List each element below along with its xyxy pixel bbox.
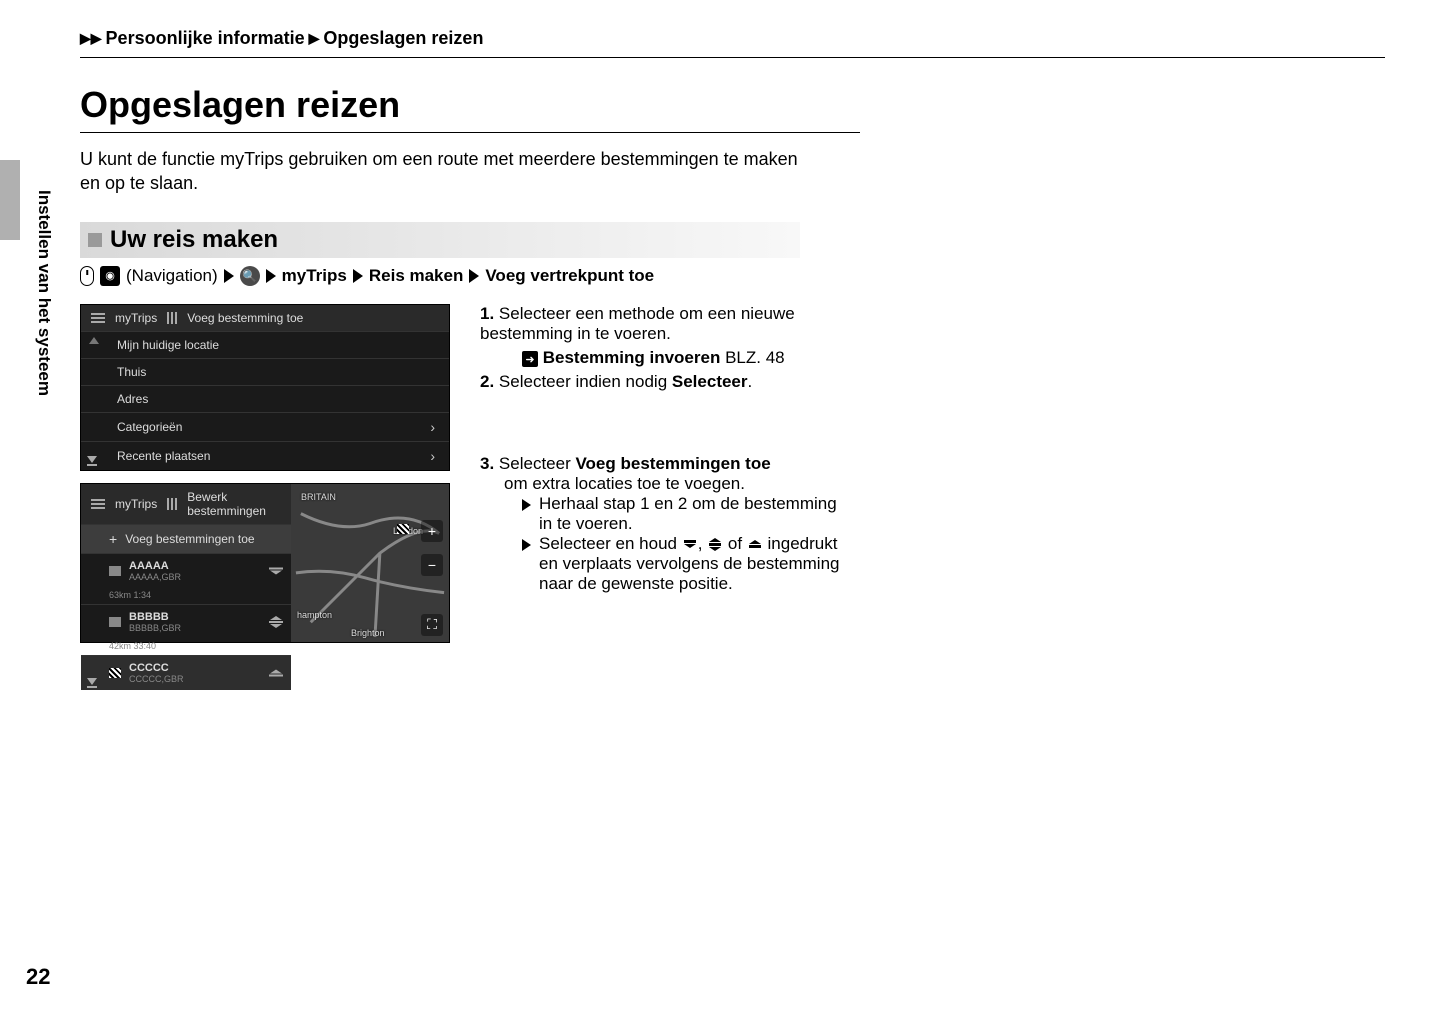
navigation-path: ◉ (Navigation) 🔍 myTrips Reis maken Voeg… <box>80 266 1385 286</box>
scroll-down-icon[interactable] <box>87 678 97 688</box>
ss-title: myTrips <box>115 311 157 325</box>
instruction-link: ➜ Bestemming invoeren BLZ. 48 <box>522 348 840 368</box>
chevron-right-icon: › <box>430 419 435 435</box>
instruction-step: 2. Selecteer indien nodig Selecteer. <box>480 372 840 392</box>
nav-step: myTrips <box>282 266 347 286</box>
map-preview[interactable]: BRITAIN London Brighton hampton + − ⛶ <box>291 484 449 642</box>
mouse-icon <box>80 266 94 286</box>
chevron-right-icon: › <box>430 448 435 464</box>
flag-icon <box>109 617 121 627</box>
triangle-icon <box>266 269 276 283</box>
triangle-icon <box>353 269 363 283</box>
instruction-substep: Herhaal stap 1 en 2 om de bestemming in … <box>522 494 840 534</box>
nav-step: Reis maken <box>369 266 464 286</box>
nav-step: Voeg vertrekpunt toe <box>485 266 654 286</box>
destination-meta: 42km 33:40 <box>81 639 291 655</box>
bars-icon <box>167 312 177 324</box>
side-tab <box>0 160 20 240</box>
list-item[interactable]: Recente plaatsen› <box>81 441 449 470</box>
breadcrumb-item: Persoonlijke informatie <box>106 28 305 49</box>
screenshot-edit-destinations: myTrips Bewerk bestemmingen + Voeg beste… <box>80 483 450 643</box>
fullscreen-button[interactable]: ⛶ <box>421 614 443 636</box>
triangle-icon <box>469 269 479 283</box>
add-destination-row[interactable]: + Voeg bestemmingen toe <box>81 524 291 553</box>
menu-icon[interactable] <box>91 313 105 323</box>
destination-meta: 63km 1:34 <box>81 588 291 604</box>
list-item[interactable]: Categorieën› <box>81 412 449 441</box>
page-number: 22 <box>26 964 50 990</box>
map-label: BRITAIN <box>301 492 336 502</box>
search-icon: 🔍 <box>240 266 260 286</box>
list-item[interactable]: Mijn huidige locatie <box>81 331 449 358</box>
section-heading-text: Uw reis maken <box>110 226 278 254</box>
instruction-substep: Selecteer en houd , of ingedrukt en verp… <box>522 534 840 594</box>
bars-icon <box>167 498 177 510</box>
drag-handle-icon[interactable] <box>269 567 283 574</box>
ss-subtitle: Bewerk bestemmingen <box>187 490 281 518</box>
breadcrumb: ▶▶ Persoonlijke informatie ▶ Opgeslagen … <box>80 28 1385 49</box>
nav-label: (Navigation) <box>126 266 218 286</box>
divider <box>80 57 1385 58</box>
section-heading: Uw reis maken <box>80 222 800 258</box>
zoom-in-button[interactable]: + <box>421 520 443 542</box>
page-title: Opgeslagen reizen <box>80 84 860 133</box>
map-label: Brighton <box>351 628 385 638</box>
destination-row[interactable]: BBBBBBBBBB,GBR <box>81 604 291 639</box>
side-section-label: Instellen van het systeem <box>34 190 54 396</box>
triangle-icon <box>224 269 234 283</box>
ss-title: myTrips <box>115 497 157 511</box>
drag-handle-icon[interactable] <box>269 669 283 676</box>
ss-header: myTrips Bewerk bestemmingen <box>81 484 291 524</box>
drag-handle-icon[interactable] <box>269 616 283 628</box>
square-bullet-icon <box>88 233 102 247</box>
plus-icon: + <box>109 531 117 547</box>
ss-header: myTrips Voeg bestemming toe <box>81 305 449 331</box>
destination-row[interactable]: CCCCCCCCCC,GBR <box>81 655 291 690</box>
zoom-out-button[interactable]: − <box>421 554 443 576</box>
checkered-flag-icon <box>109 668 121 678</box>
link-arrow-icon: ➜ <box>522 351 538 367</box>
triangle-icon <box>522 539 531 551</box>
triangle-icon <box>522 499 531 511</box>
drag-down-icon <box>684 540 696 548</box>
breadcrumb-item: Opgeslagen reizen <box>323 28 483 49</box>
drag-up-icon <box>749 540 761 548</box>
destination-marker-icon <box>397 524 409 534</box>
intro-text: U kunt de functie myTrips gebruiken om e… <box>80 147 820 196</box>
list-item[interactable]: Thuis <box>81 358 449 385</box>
triangle-icon: ▶▶ <box>80 30 102 47</box>
navigation-icon: ◉ <box>100 266 120 286</box>
destination-row[interactable]: AAAAAAAAAA,GBR <box>81 553 291 588</box>
scroll-up-icon[interactable] <box>89 337 99 344</box>
scroll-down-icon[interactable] <box>87 456 97 466</box>
screenshot-add-destination: myTrips Voeg bestemming toe Mijn huidige… <box>80 304 450 471</box>
instruction-step: 1. Selecteer een methode om een nieuwe b… <box>480 304 840 344</box>
flag-icon <box>109 566 121 576</box>
list-item[interactable]: Adres <box>81 385 449 412</box>
map-label: hampton <box>297 610 332 620</box>
ss-subtitle: Voeg bestemming toe <box>187 311 303 325</box>
instruction-step: 3. Selecteer Voeg bestemmingen toe om ex… <box>480 454 840 494</box>
menu-icon[interactable] <box>91 499 105 509</box>
triangle-icon: ▶ <box>309 30 320 47</box>
drag-both-icon <box>709 538 721 551</box>
add-label: Voeg bestemmingen toe <box>125 532 254 546</box>
